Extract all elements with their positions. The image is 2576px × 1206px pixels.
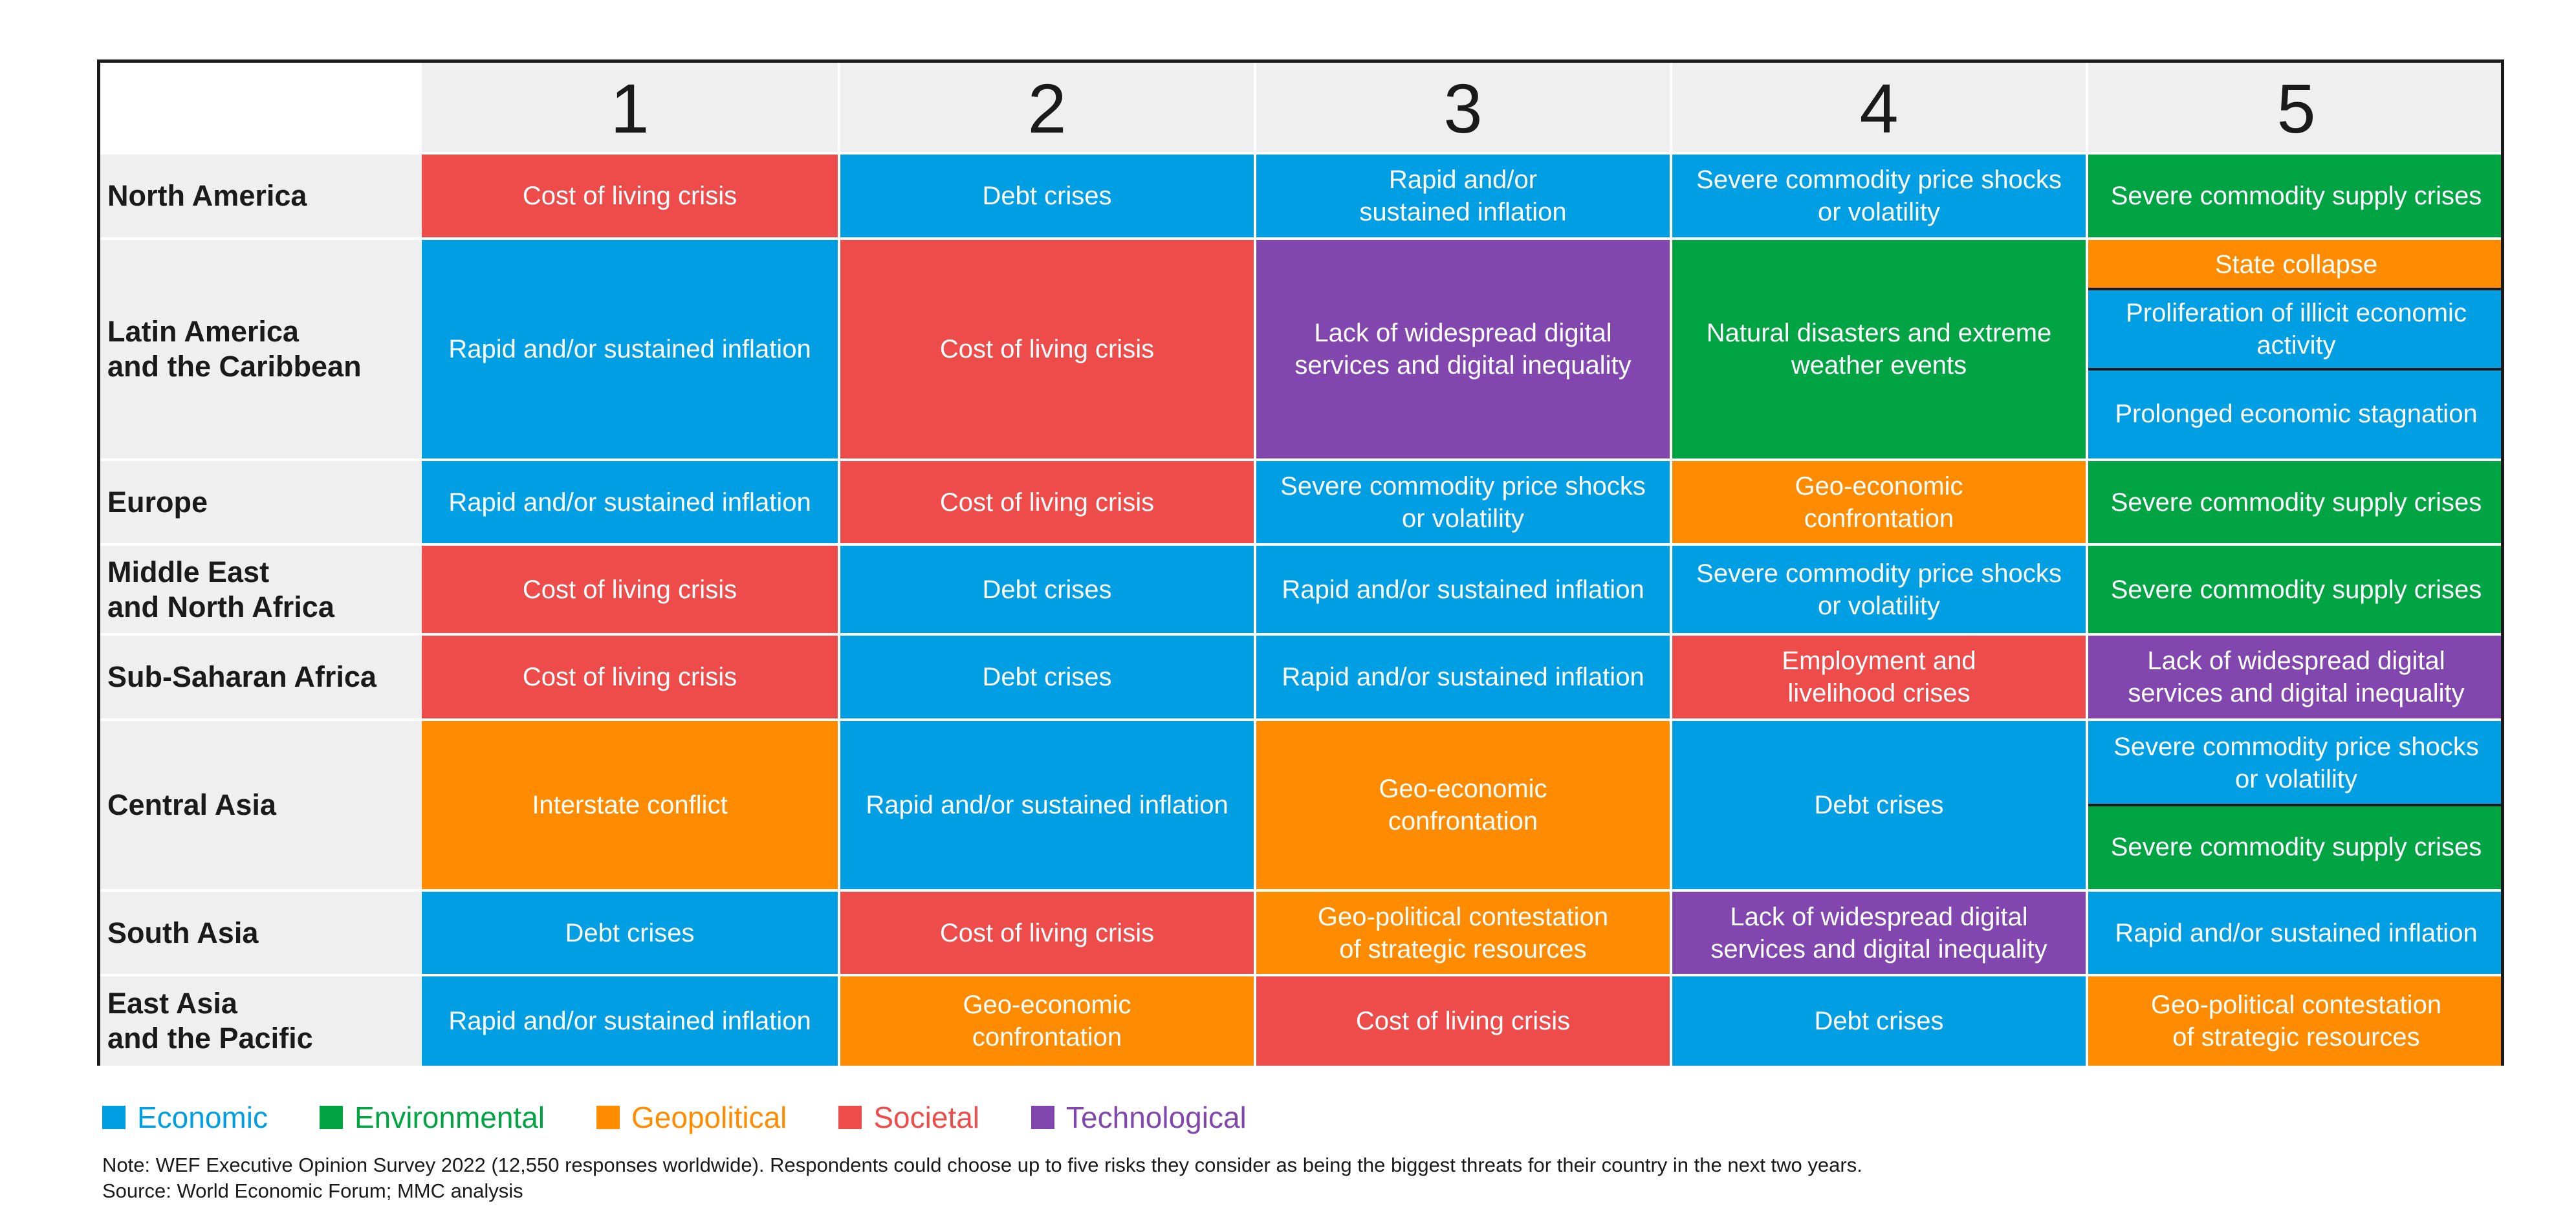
risk-cell-east-asia-and-the-pacific-rank-4: Debt crises: [1672, 976, 2086, 1066]
risk-cell-middle-east-and-north-africa-rank-2: Debt crises: [840, 546, 1254, 633]
risk-cell-north-america-rank-2: Debt crises: [840, 155, 1254, 237]
risk-cell-south-asia-rank-5: Rapid and/or sustained inflation: [2088, 892, 2504, 974]
legend-label-economic: Economic: [137, 1101, 268, 1134]
header-corner: [97, 59, 422, 152]
risk-cell-south-asia-rank-2: Cost of living crisis: [840, 892, 1254, 974]
source-line: Source: World Economic Forum; MMC analys…: [102, 1179, 523, 1202]
risk-cell-sub-saharan-africa-rank-5: Lack of widespread digital services and …: [2088, 636, 2504, 718]
risk-cell-central-asia-rank-1: Interstate conflict: [422, 721, 838, 889]
risk-cell-latin-america-and-the-caribbean-rank-2: Cost of living crisis: [840, 240, 1254, 458]
risk-cell-east-asia-and-the-pacific-rank-1: Rapid and/or sustained inflation: [422, 976, 838, 1066]
legend-swatch-economic: [102, 1106, 126, 1129]
region-label-central-asia: Central Asia: [97, 721, 422, 889]
risk-cell-central-asia-rank-4: Debt crises: [1672, 721, 2086, 889]
sub-cell-divider: [2088, 804, 2504, 806]
risk-cell-europe-rank-4: Geo-economic confrontation: [1672, 461, 2086, 543]
legend-swatch-geopolitical: [596, 1106, 620, 1129]
legend-item-environmental: Environmental: [319, 1099, 545, 1136]
region-label-latin-america-and-the-caribbean: Latin America and the Caribbean: [97, 240, 422, 458]
region-label-east-asia-and-the-pacific: East Asia and the Pacific: [97, 976, 422, 1066]
rank-header-4: 4: [1672, 59, 2086, 152]
risk-ranking-table: 1 2 3 4 5 North America Cost of living crisis D…: [97, 59, 2504, 1066]
risk-cell-europe-rank-3: Severe commodity price shocks or volatil…: [1256, 461, 1670, 543]
risk-cell-east-asia-and-the-pacific-rank-2: Geo-economic confrontation: [840, 976, 1254, 1066]
risk-cell-sub-saharan-africa-rank-3: Rapid and/or sustained inflation: [1256, 636, 1670, 718]
risk-cell-sub-saharan-africa-rank-2: Debt crises: [840, 636, 1254, 718]
legend-label-geopolitical: Geopolitical: [631, 1101, 787, 1134]
rank-header-5: 5: [2088, 59, 2504, 152]
risk-cell-latin-america-and-the-caribbean-rank-4: Natural disasters and extreme weather ev…: [1672, 240, 2086, 458]
risk-cell-north-america-rank-4: Severe commodity price shocks or volatil…: [1672, 155, 2086, 237]
risk-cell-central-asia-rank-3: Geo-economic confrontation: [1256, 721, 1670, 889]
risk-cell-latin-america-and-the-caribbean-rank-1: Rapid and/or sustained inflation: [422, 240, 838, 458]
legend-swatch-environmental: [319, 1106, 343, 1129]
risk-cell-north-america-rank-5: Severe commodity supply crises: [2088, 155, 2504, 237]
risk-cell-east-asia-and-the-pacific-rank-3: Cost of living crisis: [1256, 976, 1670, 1066]
risk-cell-europe-rank-2: Cost of living crisis: [840, 461, 1254, 543]
risk-cell-sub-saharan-africa-rank-1: Cost of living crisis: [422, 636, 838, 718]
legend-label-environmental: Environmental: [354, 1101, 545, 1134]
risk-cell-south-asia-rank-1: Debt crises: [422, 892, 838, 974]
risk-cell-north-america-rank-1: Cost of living crisis: [422, 155, 838, 237]
risk-cell-central-asia-rank-2: Rapid and/or sustained inflation: [840, 721, 1254, 889]
legend-item-societal: Societal: [838, 1099, 979, 1136]
region-label-middle-east-and-north-africa: Middle East and North Africa: [97, 546, 422, 633]
risk-cell-middle-east-and-north-africa-rank-5: Severe commodity supply crises: [2088, 546, 2504, 633]
legend-item-technological: Technological: [1031, 1099, 1247, 1136]
region-label-sub-saharan-africa: Sub-Saharan Africa: [97, 636, 422, 718]
risk-cell-central-asia-rank-5-1: Severe commodity price shocks or volatil…: [2088, 721, 2504, 805]
risk-cell-central-asia-rank-5-2: Severe commodity supply crises: [2088, 805, 2504, 889]
legend-label-technological: Technological: [1066, 1101, 1247, 1134]
risk-cell-south-asia-rank-4: Lack of widespread digital services and …: [1672, 892, 2086, 974]
rank-header-2: 2: [840, 59, 1254, 152]
legend-swatch-societal: [838, 1106, 862, 1129]
risk-cell-latin-america-and-the-caribbean-rank-5-3: Prolonged economic stagnation: [2088, 369, 2504, 458]
region-label-north-america: North America: [97, 155, 422, 237]
rank-header-1: 1: [422, 59, 838, 152]
legend-item-geopolitical: Geopolitical: [596, 1099, 787, 1136]
legend-label-societal: Societal: [873, 1101, 980, 1134]
risk-cell-north-america-rank-3: Rapid and/or sustained inflation: [1256, 155, 1670, 237]
risk-cell-latin-america-and-the-caribbean-rank-5-2: Proliferation of illicit economic activi…: [2088, 289, 2504, 369]
sub-cell-divider: [2088, 368, 2504, 371]
risk-cell-middle-east-and-north-africa-rank-3: Rapid and/or sustained inflation: [1256, 546, 1670, 633]
risk-cell-europe-rank-1: Rapid and/or sustained inflation: [422, 461, 838, 543]
risk-cell-middle-east-and-north-africa-rank-4: Severe commodity price shocks or volatil…: [1672, 546, 2086, 633]
rank-header-3: 3: [1256, 59, 1670, 152]
region-label-europe: Europe: [97, 461, 422, 543]
footnote: Note: WEF Executive Opinion Survey 2022 …: [102, 1154, 1862, 1176]
risk-cell-middle-east-and-north-africa-rank-1: Cost of living crisis: [422, 546, 838, 633]
legend: Economic Environmental Geopolitical Societa…: [102, 1099, 1298, 1136]
risk-cell-south-asia-rank-3: Geo-political contestation of strategic …: [1256, 892, 1670, 974]
risk-cell-east-asia-and-the-pacific-rank-5: Geo-political contestation of strategic …: [2088, 976, 2504, 1066]
risk-cell-latin-america-and-the-caribbean-rank-5-1: State collapse: [2088, 240, 2504, 289]
risk-cell-europe-rank-5: Severe commodity supply crises: [2088, 461, 2504, 543]
legend-item-economic: Economic: [102, 1099, 268, 1136]
sub-cell-divider: [2088, 288, 2504, 290]
legend-swatch-technological: [1031, 1106, 1055, 1129]
region-label-south-asia: South Asia: [97, 892, 422, 974]
risk-cell-latin-america-and-the-caribbean-rank-3: Lack of widespread digital services and …: [1256, 240, 1670, 458]
risk-cell-sub-saharan-africa-rank-4: Employment and livelihood crises: [1672, 636, 2086, 718]
